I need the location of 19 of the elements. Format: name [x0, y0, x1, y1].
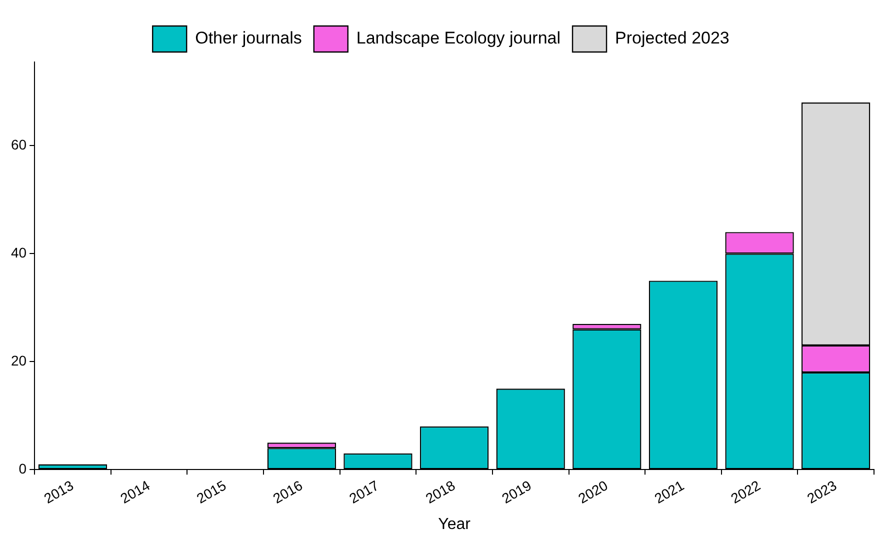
x-axis-title: Year: [438, 516, 472, 533]
y-tick-label: 0: [18, 460, 27, 477]
x-tick-label: 2021: [652, 476, 687, 506]
x-tick-label: 2014: [117, 476, 153, 506]
x-tick-label: 2018: [422, 476, 458, 506]
x-tick-label: 2023: [804, 476, 840, 506]
y-tick-label: 40: [10, 244, 27, 261]
legend-label: Landscape Ecology journal: [356, 28, 561, 48]
x-tick-label: 2017: [346, 476, 382, 506]
x-tick-label: 2019: [499, 476, 534, 506]
y-tick-label: 20: [10, 352, 27, 369]
x-tick-label: 2020: [575, 476, 611, 506]
legend-label: Other journals: [195, 28, 302, 48]
x-tick-label: 2016: [270, 476, 306, 506]
x-tick-label: 2022: [728, 476, 764, 506]
y-tick-label: 60: [10, 136, 27, 153]
legend-label: Projected 2023: [615, 28, 730, 48]
x-tick-label: 2013: [41, 476, 76, 506]
x-tick-label: 2015: [194, 476, 229, 506]
